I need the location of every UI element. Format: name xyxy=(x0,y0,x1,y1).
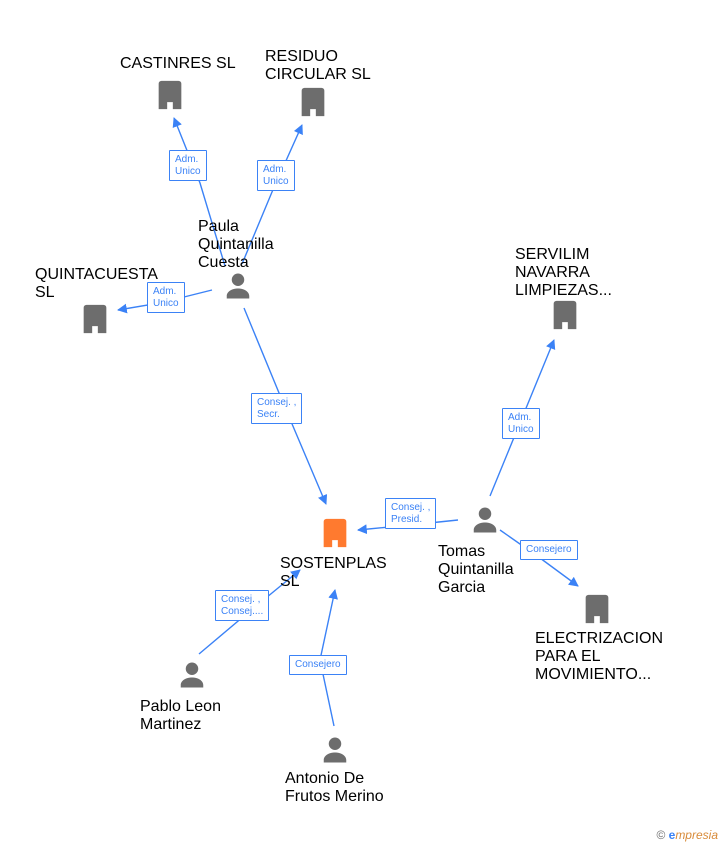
building-icon xyxy=(548,298,582,332)
node-label: CASTINRES SL xyxy=(120,55,240,73)
person-icon xyxy=(470,505,500,535)
edge-label: Consej. , Secr. xyxy=(251,393,302,424)
edges-layer xyxy=(0,0,728,850)
building-icon xyxy=(153,78,187,112)
node-label: RESIDUO CIRCULAR SL xyxy=(265,48,385,84)
building-icon xyxy=(78,302,112,336)
node-label: Paula Quintanilla Cuesta xyxy=(198,218,318,272)
person-icon xyxy=(177,660,207,690)
edge-label: Adm. Unico xyxy=(169,150,207,181)
edge-label: Consejero xyxy=(289,655,347,675)
person-icon xyxy=(320,735,350,765)
node-label: Pablo Leon Martinez xyxy=(140,698,260,734)
edge-label: Consejero xyxy=(520,540,578,560)
node-label: ELECTRIZACION PARA EL MOVIMIENTO... xyxy=(535,630,655,684)
edge-label: Adm. Unico xyxy=(257,160,295,191)
brand-logo: empresia xyxy=(669,828,718,842)
node-label: QUINTACUESTA SL xyxy=(35,266,155,302)
building-icon xyxy=(318,516,352,550)
footer-attribution: © empresia xyxy=(656,828,718,842)
edge-label: Consej. , Presid. xyxy=(385,498,436,529)
edge-label: Consej. , Consej.... xyxy=(215,590,269,621)
node-label: Antonio De Frutos Merino xyxy=(285,770,405,806)
node-label: SERVILIM NAVARRA LIMPIEZAS... xyxy=(515,246,635,300)
edge-label: Adm. Unico xyxy=(502,408,540,439)
building-icon xyxy=(296,85,330,119)
person-icon xyxy=(223,271,253,301)
node-label: SOSTENPLAS SL xyxy=(280,555,400,591)
copyright-symbol: © xyxy=(656,828,665,842)
network-diagram: CASTINRES SL RESIDUO CIRCULAR SL QUINTAC… xyxy=(0,0,728,850)
building-icon xyxy=(580,592,614,626)
edge-label: Adm. Unico xyxy=(147,282,185,313)
